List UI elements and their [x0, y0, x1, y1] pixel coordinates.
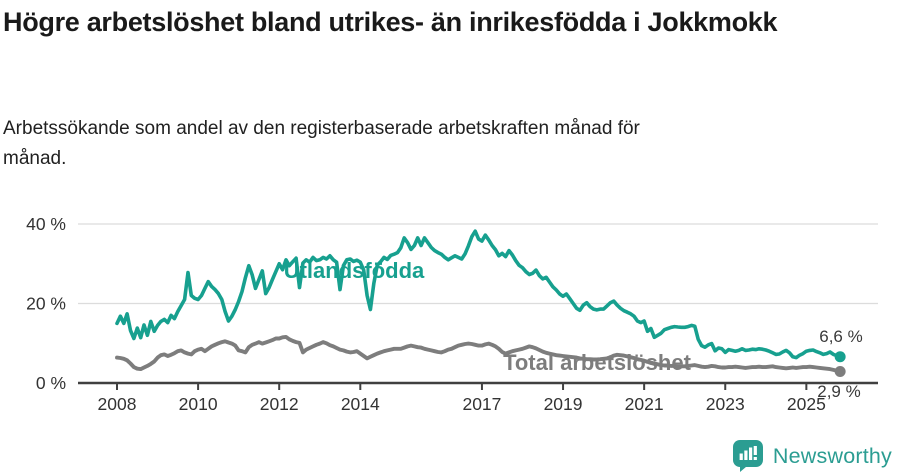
- series-label-utlandsfodda: Utlandsfödda: [284, 258, 425, 283]
- x-tick-label: 2014: [341, 394, 380, 414]
- series-label-total: Total arbetslöshet: [503, 350, 692, 375]
- newsworthy-logo-text: Newsworthy: [772, 443, 892, 468]
- x-tick-label: 2023: [706, 394, 745, 414]
- series-line-utlandsfodda: [115, 229, 842, 360]
- newsworthy-branding: Newsworthy: [732, 439, 892, 473]
- series-end-value-label: 2,9 %: [817, 382, 860, 401]
- x-tick-label: 2025: [787, 394, 826, 414]
- x-tick-label: 2017: [462, 394, 501, 414]
- x-tick-label: 2012: [260, 394, 299, 414]
- page-subtitle: Arbetssökande som andel av den registerb…: [3, 118, 640, 170]
- x-tick-label: 2008: [98, 394, 137, 414]
- line-chart: 0 % 20 % 40 % 2008 2010 2012 2014 2017 2019 2021 2…: [26, 214, 878, 414]
- x-tick-label: 2021: [625, 394, 664, 414]
- series-end-value-label: 6,6 %: [819, 327, 862, 346]
- page-title: Högre arbetslöshet bland utrikes- än inr…: [3, 7, 778, 37]
- series-end-dot: [834, 365, 846, 377]
- x-tick-label: 2010: [179, 394, 218, 414]
- y-tick-label: 40 %: [26, 214, 66, 234]
- x-tick-label: 2019: [544, 394, 583, 414]
- series-end-dot: [834, 351, 846, 363]
- series-line-total: [115, 334, 843, 374]
- newsworthy-logo-icon: [732, 440, 763, 472]
- y-tick-label: 20 %: [26, 294, 66, 314]
- y-tick-label: 0 %: [36, 373, 66, 393]
